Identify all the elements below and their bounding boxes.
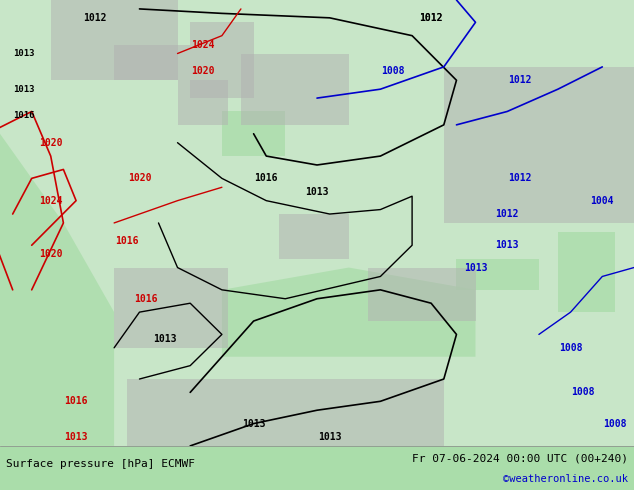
Text: 1020: 1020 bbox=[39, 138, 63, 147]
Text: 1016: 1016 bbox=[13, 111, 34, 121]
Text: 1013: 1013 bbox=[242, 418, 266, 429]
Text: 1008: 1008 bbox=[559, 343, 583, 353]
Polygon shape bbox=[456, 259, 539, 290]
Text: 1024: 1024 bbox=[39, 196, 63, 206]
Text: 1016: 1016 bbox=[134, 294, 158, 304]
Text: 1013: 1013 bbox=[13, 49, 34, 58]
Polygon shape bbox=[0, 134, 114, 446]
Text: ©weatheronline.co.uk: ©weatheronline.co.uk bbox=[503, 474, 628, 484]
FancyBboxPatch shape bbox=[0, 0, 634, 446]
Text: 1024: 1024 bbox=[191, 40, 215, 49]
Text: 1016: 1016 bbox=[115, 236, 139, 246]
Polygon shape bbox=[114, 268, 228, 348]
Text: 1004: 1004 bbox=[590, 196, 614, 206]
Polygon shape bbox=[127, 379, 444, 446]
Polygon shape bbox=[178, 80, 228, 125]
Text: 1012: 1012 bbox=[83, 13, 107, 23]
Text: 1008: 1008 bbox=[381, 66, 405, 76]
Polygon shape bbox=[279, 214, 349, 259]
Text: 1016: 1016 bbox=[64, 396, 88, 406]
Text: 1013: 1013 bbox=[305, 187, 329, 197]
Polygon shape bbox=[51, 0, 178, 80]
Polygon shape bbox=[558, 232, 615, 312]
Text: 1013: 1013 bbox=[13, 85, 34, 94]
Polygon shape bbox=[222, 112, 285, 156]
Polygon shape bbox=[444, 67, 634, 223]
Text: Fr 07-06-2024 00:00 UTC (00+240): Fr 07-06-2024 00:00 UTC (00+240) bbox=[411, 453, 628, 463]
Text: 1008: 1008 bbox=[603, 418, 627, 429]
Text: 1012: 1012 bbox=[419, 13, 443, 23]
Text: 1013: 1013 bbox=[463, 263, 488, 272]
Text: 1020: 1020 bbox=[39, 249, 63, 259]
Text: 1012: 1012 bbox=[495, 209, 519, 219]
Text: 1020: 1020 bbox=[127, 173, 152, 183]
Polygon shape bbox=[222, 268, 476, 357]
Text: 1012: 1012 bbox=[508, 173, 532, 183]
Polygon shape bbox=[190, 22, 254, 98]
Polygon shape bbox=[114, 45, 190, 80]
Text: Surface pressure [hPa] ECMWF: Surface pressure [hPa] ECMWF bbox=[6, 459, 195, 468]
Text: 1013: 1013 bbox=[495, 240, 519, 250]
Polygon shape bbox=[368, 268, 476, 321]
Text: 1013: 1013 bbox=[64, 432, 88, 442]
Text: 1013: 1013 bbox=[153, 334, 177, 344]
Polygon shape bbox=[241, 53, 349, 125]
Text: 1012: 1012 bbox=[419, 13, 443, 23]
Text: 1016: 1016 bbox=[254, 173, 278, 183]
Text: 1012: 1012 bbox=[508, 75, 532, 85]
Text: 1008: 1008 bbox=[571, 388, 595, 397]
Text: 1013: 1013 bbox=[318, 432, 342, 442]
Text: 1020: 1020 bbox=[191, 66, 215, 76]
